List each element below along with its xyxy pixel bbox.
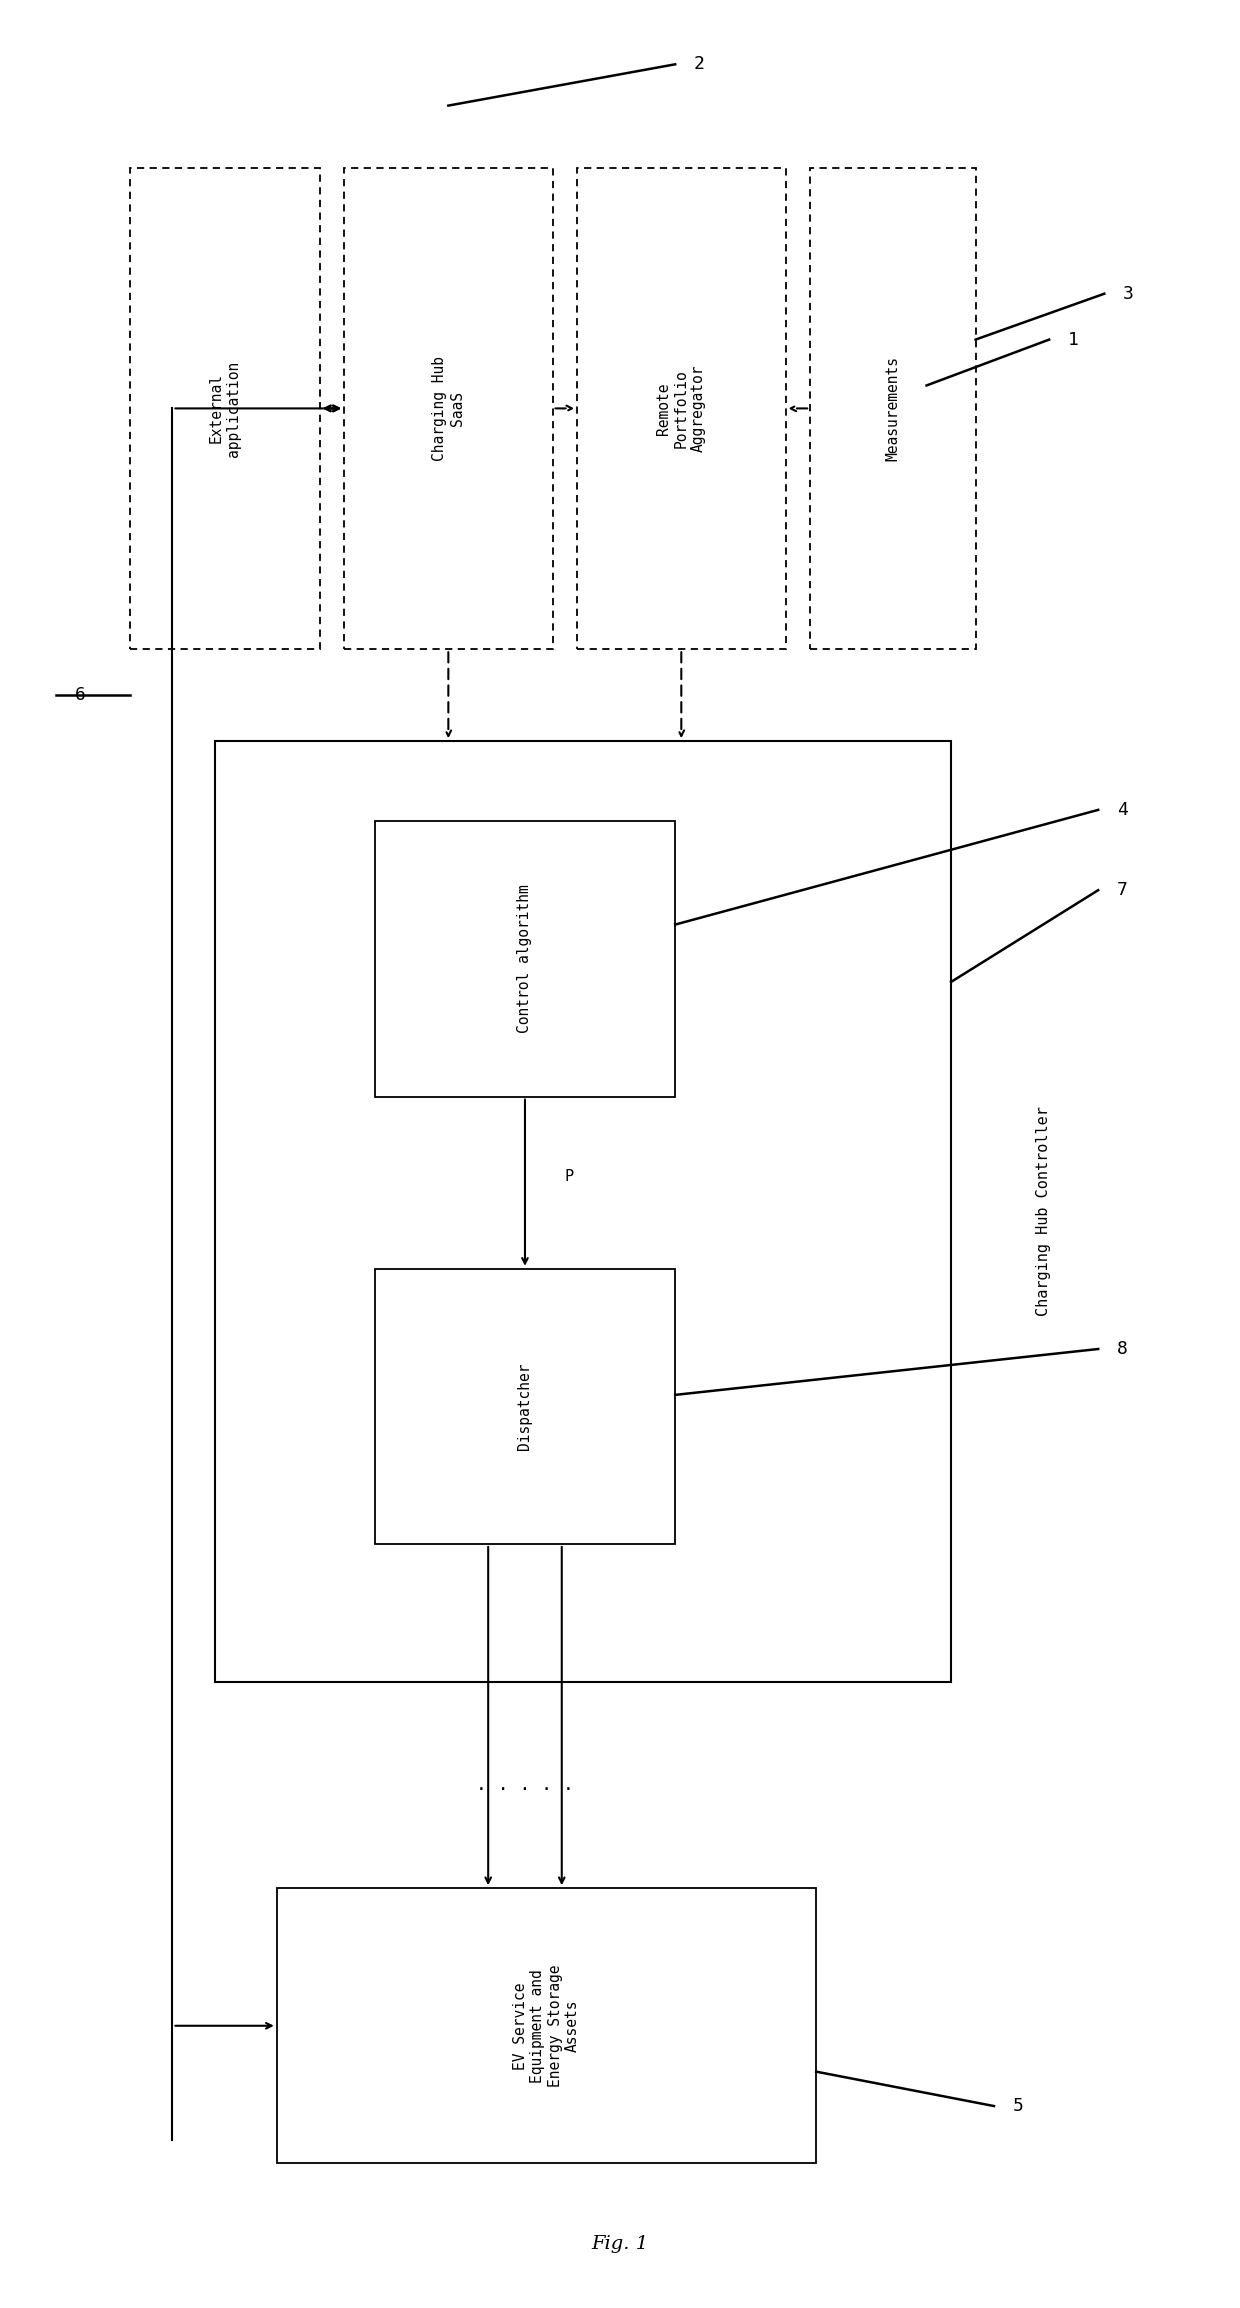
- Text: External
application: External application: [208, 360, 241, 457]
- Text: 4: 4: [1116, 801, 1127, 819]
- Text: 2: 2: [693, 55, 704, 74]
- Text: 8: 8: [1116, 1341, 1127, 1357]
- Bar: [374, 1269, 675, 1544]
- Text: Control algorithm: Control algorithm: [517, 884, 532, 1034]
- Text: 1: 1: [1068, 330, 1079, 349]
- Text: Charging Hub
SaaS: Charging Hub SaaS: [433, 355, 465, 462]
- Text: P: P: [565, 1170, 574, 1184]
- Text: . . . . .: . . . . .: [476, 1775, 574, 1793]
- Bar: [374, 822, 675, 1096]
- Text: Dispatcher: Dispatcher: [517, 1362, 532, 1449]
- Text: Measurements: Measurements: [885, 355, 900, 462]
- Text: Fig. 1: Fig. 1: [591, 2234, 649, 2253]
- Bar: [810, 168, 976, 649]
- Text: Charging Hub Controller: Charging Hub Controller: [1035, 1106, 1050, 1316]
- Bar: [129, 168, 320, 649]
- Text: EV Service
Equipment and
Energy Storage
Assets: EV Service Equipment and Energy Storage …: [513, 1964, 580, 2086]
- Bar: [277, 1888, 816, 2163]
- Text: Remote
Portfolio
Aggregator: Remote Portfolio Aggregator: [656, 365, 707, 452]
- Bar: [577, 168, 785, 649]
- Text: 6: 6: [74, 685, 86, 704]
- Bar: [216, 741, 951, 1683]
- Bar: [345, 168, 553, 649]
- Text: 5: 5: [1012, 2098, 1023, 2114]
- Text: 3: 3: [1122, 284, 1133, 302]
- Text: 7: 7: [1116, 882, 1127, 900]
